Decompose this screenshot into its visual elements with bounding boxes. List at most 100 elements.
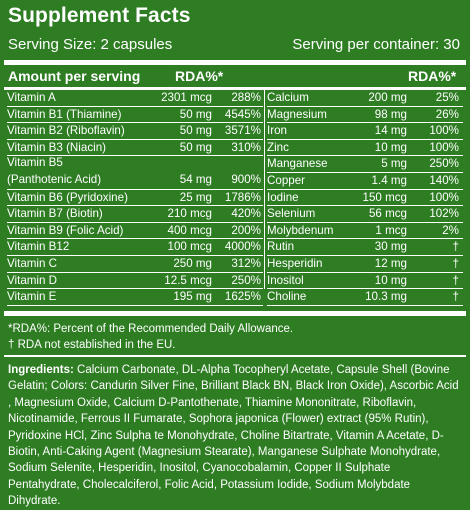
panel-title: Supplement Facts [8,4,191,27]
mineral-row: Iodine 150 mcg 100% [267,190,463,207]
nutrient-name: Vitamin A [7,91,56,104]
nutrient-rda: 250% [429,157,459,171]
vitamin-row: Vitamin B6 (Pyridoxine) 25 mg 1786% [7,190,263,207]
nutrient-amount: 5 mg [381,157,407,171]
nutrient-rda: 25% [435,91,459,104]
nutrient-name: Vitamin B9 (Folic Acid) [7,223,124,237]
nutrient-amount: 100 mcg [167,240,212,254]
header-rda-left: RDA%* [175,68,224,84]
nutrient-amount: 195 mg [173,290,212,304]
nutrient-name: Vitamin C [7,256,58,270]
nutrient-amount: 250 mg [173,256,212,270]
nutrient-amount: 200 mg [368,91,407,104]
nutrient-rda: 250% [231,273,261,287]
nutrient-name: Calcium [267,91,309,104]
nutrient-rda: † [452,273,459,287]
ingredients-label: Ingredients: [8,364,74,376]
nutrient-name-line1: Vitamin B5 [7,156,63,170]
nutrient-rda: 288% [231,91,261,104]
vitamin-row: Vitamin C 250 mg 312% [7,256,263,273]
vitamin-row: Vitamin B1 (Thiamine) 50 mg 4545% [7,107,263,124]
nutrient-amount: 400 mcg [167,223,212,237]
nutrient-rda: 4545% [224,107,261,121]
vitamin-row: Vitamin B12 100 mcg 4000% [7,239,263,256]
mineral-row: Choline 10.3 mg † [267,289,463,306]
nutrient-rda: 26% [435,107,459,121]
nutrient-rda: 200% [231,223,261,237]
nutrient-amount: 12.5 mcg [164,273,212,287]
supplement-facts-panel: Supplement Facts Serving Size: 2 capsule… [4,4,466,507]
nutrient-name-line2: (Panthotenic Acid) [7,172,102,186]
bottom-rule [4,311,466,316]
nutrient-name: Vitamin B1 (Thiamine) [7,107,122,121]
vitamins-column: Vitamin A 2301 mcg 288% Vitamin B1 (Thiamin… [7,90,263,306]
vitamin-row: Vitamin E 195 mg 1625% [7,289,263,306]
nutrient-name: Rutin [267,240,295,254]
header-rda-right: RDA%* [408,68,457,84]
nutrient-rda: 100% [429,124,459,138]
mineral-row: Rutin 30 mg † [267,239,463,256]
nutrient-name: Vitamin B5 (Panthotenic Acid) [7,155,140,188]
nutrient-name: Zinc [267,140,289,154]
nutrient-rda: 100% [429,190,459,204]
nutrient-name: Inositol [267,273,304,287]
nutrient-amount: 12 mg [374,256,407,270]
mineral-row: Copper 1.4 mg 140% [267,173,463,190]
vitamin-row: Vitamin B9 (Folic Acid) 400 mcg 200% [7,223,263,240]
serving-per-container: Serving per container: 30 [292,36,460,53]
nutrient-amount: 98 mg [374,107,407,121]
nutrient-name: Vitamin B3 (Niacin) [7,140,107,154]
nutrient-name: Choline [267,290,307,304]
nutrient-rda: 1625% [224,290,261,304]
vitamin-row: Vitamin B7 (Biotin) 210 mcg 420% [7,206,263,223]
nutrient-amount: 14 mg [374,124,407,138]
nutrient-rda: † [452,256,459,270]
ingredients-rule [4,355,466,357]
nutrient-amount: 1.4 mg [371,173,407,187]
nutrient-amount: 10 mg [374,140,407,154]
vitamin-row: Vitamin A 2301 mcg 288% [7,90,263,107]
vitamin-row: Vitamin B2 (Riboflavin) 50 mg 3571% [7,123,263,140]
nutrient-rda: 310% [231,140,261,154]
header-amount-per-serving: Amount per serving [8,68,141,84]
ingredients-text: Calcium Carbonate, DL-Alpha Tocopheryl A… [8,364,459,508]
nutrient-rda: † [452,290,459,304]
nutrient-amount: 210 mcg [167,207,212,221]
nutrient-name: Iron [267,124,287,138]
minerals-column: Calcium 200 mg 25% Magnesium 98 mg 26% Iron 14 … [267,90,463,306]
mineral-row: Calcium 200 mg 25% [267,90,463,107]
nutrient-rda: 312% [231,256,261,270]
nutrient-rda: 2% [442,223,459,237]
nutrient-name: Vitamin E [7,290,57,304]
nutrient-amount: 50 mg [179,107,212,121]
nutrient-name: Iodine [267,190,299,204]
nutrient-amount: 2301 mcg [161,91,212,104]
nutrient-name: Hesperidin [267,256,323,270]
footnotes: *RDA%: Percent of the Recommended Daily … [8,321,293,353]
nutrient-rda: 102% [429,207,459,221]
ingredients-block: Ingredients: Calcium Carbonate, DL-Alpha… [8,362,462,510]
nutrient-name: Vitamin B2 (Riboflavin) [7,124,125,138]
nutrient-name: Manganese [267,157,328,171]
nutrient-name: Molybdenum [267,223,334,237]
nutrient-name: Magnesium [267,107,327,121]
mineral-row: Zinc 10 mg 100% [267,140,463,157]
nutrient-rda: 100% [429,140,459,154]
nutrient-rda: 1786% [224,190,261,204]
serving-info: Serving Size: 2 capsules Serving per con… [8,36,460,53]
nutrient-name: Vitamin D [7,273,58,287]
vitamin-row: Vitamin B5 (Panthotenic Acid) 54 mg 900% [7,155,263,190]
nutrient-amount: 30 mg [374,240,407,254]
vitamin-row: Vitamin D 12.5 mcg 250% [7,273,263,290]
mineral-row: Selenium 56 mcg 102% [267,206,463,223]
mineral-row: Iron 14 mg 100% [267,123,463,140]
nutrient-amount: 1 mcg [375,223,407,237]
nutrient-amount: 56 mcg [368,207,407,221]
nutrient-amount: 25 mg [179,190,212,204]
mineral-row: Magnesium 98 mg 26% [267,107,463,124]
mineral-row: Hesperidin 12 mg † [267,256,463,273]
nutrient-name: Vitamin B7 (Biotin) [7,207,103,221]
mineral-row: Inositol 10 mg † [267,273,463,290]
nutrient-name: Selenium [267,207,316,221]
nutrient-amount: 150 mcg [362,190,407,204]
